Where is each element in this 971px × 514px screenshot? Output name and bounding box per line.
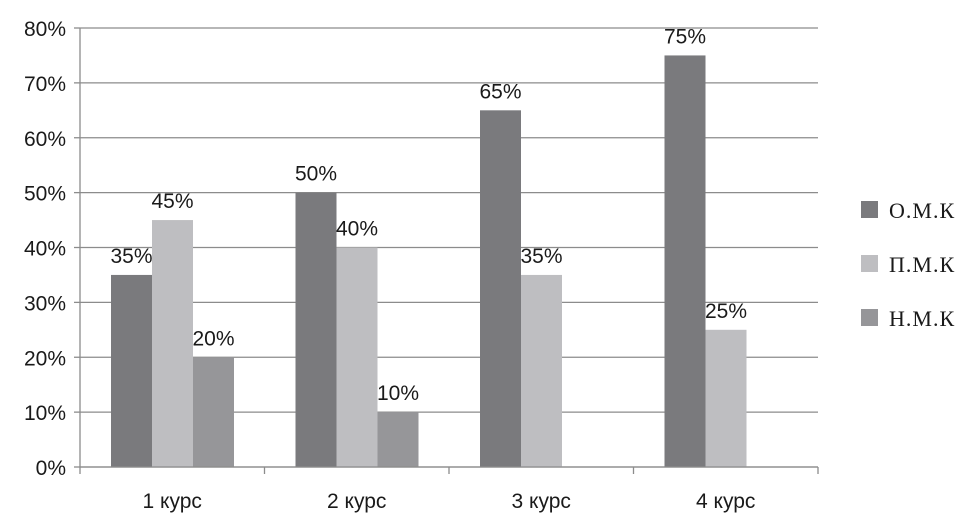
bar — [295, 192, 337, 467]
data-label: 25% — [705, 300, 747, 323]
bar — [480, 110, 521, 467]
legend: О.М.К П.М.К Н.М.К — [861, 198, 955, 331]
legend-label: П.М.К — [889, 252, 955, 277]
y-axis-ticks: 0% 10% 20% 30% 40% 50% 60% 70% 80% — [24, 18, 80, 480]
bar — [336, 247, 378, 467]
bar — [664, 55, 706, 467]
y-tick-label: 60% — [24, 128, 66, 151]
y-tick-label: 10% — [24, 402, 66, 425]
data-label: 35% — [110, 245, 152, 268]
y-tick-label: 20% — [24, 347, 66, 370]
y-tick-label: 0% — [36, 457, 66, 480]
x-tick-label: 3 курс — [512, 490, 571, 513]
x-tick-label: 1 курс — [143, 490, 202, 513]
legend-swatch — [861, 255, 878, 272]
bar — [152, 220, 193, 467]
data-label: 35% — [520, 245, 562, 268]
data-label: 75% — [664, 25, 706, 48]
y-tick-label: 40% — [24, 238, 66, 261]
data-label: 40% — [336, 218, 378, 241]
x-axis: 1 курс 2 курс 3 курс 4 курс — [79, 28, 819, 513]
data-label: 20% — [192, 327, 234, 350]
bar — [377, 412, 419, 467]
bar — [111, 274, 152, 467]
bars — [111, 55, 747, 467]
data-label: 50% — [295, 163, 337, 186]
bar — [705, 329, 747, 467]
legend-label: Н.М.К — [889, 306, 955, 331]
x-tick-label: 4 курс — [696, 490, 755, 513]
y-tick-label: 30% — [24, 292, 66, 315]
data-label: 65% — [479, 80, 521, 103]
y-tick-label: 70% — [24, 73, 66, 96]
legend-swatch — [861, 201, 878, 218]
data-label: 45% — [151, 190, 193, 213]
y-tick-label: 80% — [24, 18, 66, 41]
legend-swatch — [861, 309, 878, 326]
bar — [521, 274, 562, 467]
data-label: 10% — [377, 382, 419, 405]
legend-label: О.М.К — [889, 198, 955, 223]
y-tick-label: 50% — [24, 183, 66, 206]
data-labels: 35% 50% 65% 75% 45% 40% 35% 25% 20% 10% — [110, 25, 747, 405]
bar — [193, 357, 234, 467]
x-tick-label: 2 курс — [327, 490, 386, 513]
